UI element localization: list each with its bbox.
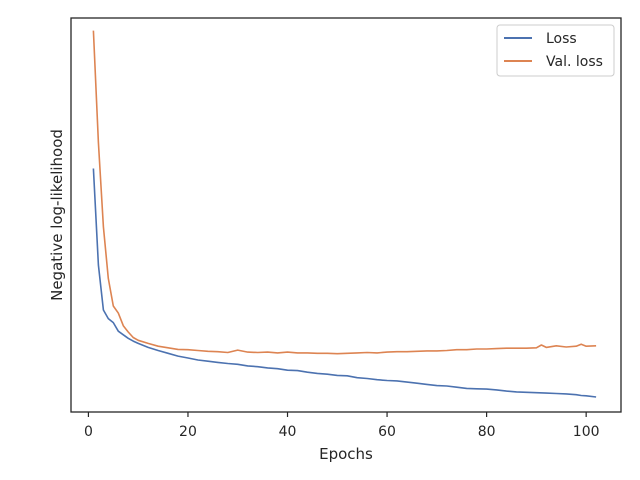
series-layer bbox=[92, 30, 597, 398]
x-axis-label: Epochs bbox=[319, 445, 373, 463]
y-axis-label: Negative log-likelihood bbox=[48, 129, 66, 301]
legend-label-val-loss: Val. loss bbox=[546, 54, 603, 70]
x-tick-label: 100 bbox=[573, 424, 600, 440]
plot-area: 0 20 40 60 80 100 bbox=[70, 17, 622, 440]
series-line-loss bbox=[92, 168, 597, 398]
legend: Loss Val. loss bbox=[496, 24, 615, 77]
x-tick-label: 80 bbox=[478, 424, 496, 440]
x-tick-label: 40 bbox=[279, 424, 297, 440]
series-line-val-loss bbox=[92, 30, 597, 355]
x-tick-label: 60 bbox=[378, 424, 396, 440]
plot-frame bbox=[70, 17, 622, 413]
x-axis-ticks: 0 20 40 60 80 100 bbox=[84, 412, 600, 440]
legend-label-loss: Loss bbox=[546, 31, 577, 47]
x-tick-label: 0 bbox=[84, 424, 93, 440]
x-tick-label: 20 bbox=[179, 424, 197, 440]
